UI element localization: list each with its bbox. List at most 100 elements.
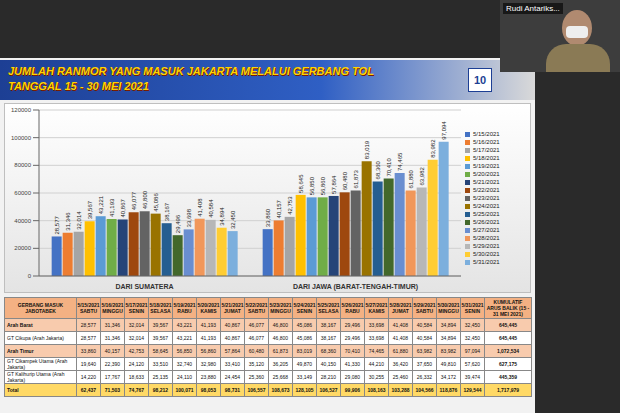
html-text:KAMIS: KAMIS — [368, 308, 385, 314]
html-text:JUMAT: JUMAT — [224, 308, 241, 314]
svg-text:40,584: 40,584 — [208, 199, 214, 218]
html-text:5/20/2021: 5/20/2021 — [197, 302, 220, 308]
html-text:5/25/2021: 5/25/2021 — [317, 302, 340, 308]
html-text:5/27/2021: 5/27/2021 — [473, 227, 500, 233]
html-text:5/23/2021: 5/23/2021 — [473, 195, 500, 201]
svg-text:42,753: 42,753 — [287, 196, 293, 215]
html-text:5/18/2021: 5/18/2021 — [149, 302, 172, 308]
svg-text:61,880: 61,880 — [408, 169, 414, 188]
html-text:5/18/2021: 5/18/2021 — [473, 155, 500, 161]
html-text:5/28/2021: 5/28/2021 — [473, 235, 500, 241]
html-text:MINGGU: MINGGU — [270, 308, 291, 314]
html-text:5/23/2021: 5/23/2021 — [269, 302, 292, 308]
html-text:SENIN: SENIN — [128, 308, 145, 314]
svg-text:100000: 100000 — [11, 135, 32, 141]
svg-text:68,360: 68,360 — [375, 160, 381, 179]
html-text:KAMIS: KAMIS — [200, 308, 217, 314]
svg-text:20000: 20000 — [14, 245, 31, 251]
svg-text:32,014: 32,014 — [76, 211, 82, 230]
html-text:JUMLAH RANMOR YANG MASUK JAKAR: JUMLAH RANMOR YANG MASUK JAKARTA MELALUI… — [8, 65, 374, 77]
svg-text:46,077: 46,077 — [131, 191, 137, 210]
svg-text:34,894: 34,894 — [219, 207, 225, 226]
html-text:10: 10 — [473, 74, 487, 86]
html-text:5/30/2021: 5/30/2021 — [473, 251, 500, 257]
svg-text:57,864: 57,864 — [331, 175, 337, 194]
html-text:5/28/2021: 5/28/2021 — [389, 302, 412, 308]
html-text:5/22/2021: 5/22/2021 — [245, 302, 268, 308]
html-text:5/17/2021: 5/17/2021 — [473, 147, 500, 153]
html-text:5/29/2021: 5/29/2021 — [413, 302, 436, 308]
svg-text:40000: 40000 — [14, 218, 31, 224]
svg-text:39,567: 39,567 — [87, 200, 93, 219]
html-text:JUMAT: JUMAT — [392, 308, 409, 314]
html-text:Rudi Antariks...: Rudi Antariks... — [506, 4, 560, 13]
html-text:MINGGU: MINGGU — [102, 308, 123, 314]
svg-text:43,221: 43,221 — [98, 195, 104, 214]
svg-text:56,860: 56,860 — [320, 176, 326, 195]
svg-text:29,496: 29,496 — [175, 214, 181, 233]
html-text:MINGGU: MINGGU — [438, 308, 459, 314]
html-text:SABTU: SABTU — [247, 308, 266, 314]
html-text:5/16/2021: 5/16/2021 — [101, 302, 124, 308]
svg-text:38,167: 38,167 — [164, 202, 170, 221]
html-text:5/15/2021: 5/15/2021 — [473, 131, 500, 137]
svg-text:120000: 120000 — [11, 107, 32, 113]
svg-text:70,410: 70,410 — [386, 158, 392, 177]
html-text:5/27/2021: 5/27/2021 — [365, 302, 388, 308]
svg-text:40,157: 40,157 — [276, 199, 282, 218]
svg-text:58,645: 58,645 — [298, 174, 304, 193]
svg-text:31,346: 31,346 — [65, 212, 71, 231]
svg-text:60000: 60000 — [14, 190, 31, 196]
html-text:RABU: RABU — [177, 308, 192, 314]
html-text:5/22/2021: 5/22/2021 — [473, 187, 500, 193]
html-text:5/20/2021: 5/20/2021 — [473, 171, 500, 177]
svg-text:DARI SUMATERA: DARI SUMATERA — [115, 283, 173, 290]
html-text:SENIN: SENIN — [296, 308, 313, 314]
svg-text:33,860: 33,860 — [265, 208, 271, 227]
svg-text:33,698: 33,698 — [186, 208, 192, 227]
svg-text:83,019: 83,019 — [364, 140, 370, 159]
html-text:5/29/2021: 5/29/2021 — [473, 243, 500, 249]
svg-text:28,577: 28,577 — [54, 215, 60, 234]
svg-text:74,465: 74,465 — [397, 152, 403, 171]
html-text:TANGGAL 15 - 30 MEI 2021: TANGGAL 15 - 30 MEI 2021 — [8, 80, 149, 92]
html-text:GT Cikampek Utama (Arah Jakart: GT Cikampek Utama (Arah Jakarta) — [7, 358, 68, 370]
html-text:5/21/2021: 5/21/2021 — [473, 179, 500, 185]
svg-text:41,193: 41,193 — [109, 198, 115, 217]
html-text:5/26/2021: 5/26/2021 — [341, 302, 364, 308]
html-text:SABTU: SABTU — [415, 308, 434, 314]
svg-text:32,450: 32,450 — [230, 210, 236, 229]
html-text:5/15/2021: 5/15/2021 — [77, 302, 100, 308]
svg-text:46,800: 46,800 — [142, 190, 148, 209]
svg-text:83,982: 83,982 — [430, 139, 436, 158]
svg-text:0: 0 — [28, 273, 32, 279]
html-text:5/16/2021: 5/16/2021 — [473, 139, 500, 145]
svg-text:45,086: 45,086 — [153, 193, 159, 212]
svg-text:61,873: 61,873 — [353, 169, 359, 188]
html-text:SABTU: SABTU — [79, 308, 98, 314]
svg-text:41,408: 41,408 — [197, 198, 203, 217]
html-text:GT Kalihurip Utama (Arah Jakar: GT Kalihurip Utama (Arah Jakarta) — [7, 371, 65, 383]
html-text:GERBANG MASUK JABOTABEK: GERBANG MASUK JABOTABEK — [17, 302, 64, 314]
svg-text:63,982: 63,982 — [419, 166, 425, 185]
html-text:5/17/2021: 5/17/2021 — [125, 302, 148, 308]
html-text:5/24/2021: 5/24/2021 — [473, 203, 500, 209]
html-text:5/30/2021: 5/30/2021 — [437, 302, 460, 308]
svg-text:40,867: 40,867 — [120, 198, 126, 217]
html-text:RABU: RABU — [345, 308, 360, 314]
html-text:SELASA: SELASA — [150, 308, 171, 314]
html-text:5/31/2021: 5/31/2021 — [473, 259, 500, 265]
html-text:5/26/2021: 5/26/2021 — [473, 219, 500, 225]
html-text:5/24/2021: 5/24/2021 — [293, 302, 316, 308]
svg-text:60,480: 60,480 — [342, 171, 348, 190]
svg-text:80000: 80000 — [14, 162, 31, 168]
svg-text:56,850: 56,850 — [309, 176, 315, 195]
html-text:5/19/2021: 5/19/2021 — [473, 163, 500, 169]
html-text:5/21/2021: 5/21/2021 — [221, 302, 244, 308]
svg-text:97,094: 97,094 — [441, 121, 447, 140]
html-text:5/25/2021: 5/25/2021 — [473, 211, 500, 217]
html-text:SELASA: SELASA — [318, 308, 339, 314]
svg-text:DARI JAWA (BARAT-TENGAH-TIMUR): DARI JAWA (BARAT-TENGAH-TIMUR) — [293, 283, 418, 291]
html-text:5/19/2021: 5/19/2021 — [173, 302, 196, 308]
html-text:KUMULATIF ARUS BALIK (15 - 31: KUMULATIF ARUS BALIK (15 - 31 MEI 2021) — [486, 299, 530, 317]
